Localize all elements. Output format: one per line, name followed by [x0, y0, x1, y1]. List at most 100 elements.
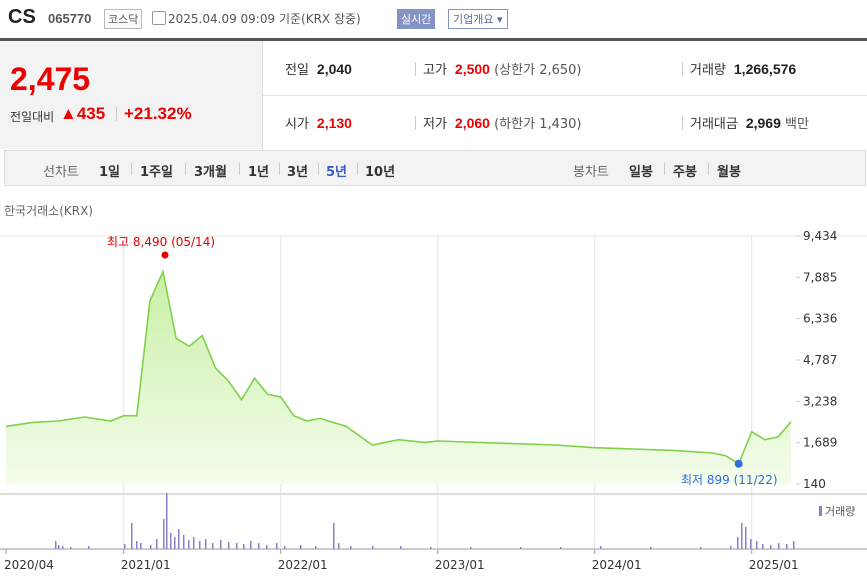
volume-bar — [70, 547, 72, 549]
volume-bar — [650, 547, 652, 549]
x-tick-label: 2025/01 — [749, 558, 799, 572]
low-marker — [734, 459, 743, 468]
tab-1y[interactable]: 1년 — [248, 165, 270, 180]
price-area — [6, 271, 791, 484]
market-badge: 코스닥 — [104, 9, 143, 29]
tab-1w[interactable]: 1주일 — [140, 165, 173, 180]
volume-bar — [786, 544, 788, 549]
x-tick-label: 2022/01 — [278, 558, 328, 572]
x-tick-label: 2021/01 — [121, 558, 171, 572]
volume-bar — [150, 545, 152, 549]
volume-bar — [163, 519, 165, 549]
x-tick-label: 2024/01 — [592, 558, 642, 572]
volume-legend-label: 거래량 — [825, 505, 855, 518]
volume-bar — [756, 541, 758, 549]
volume-bar — [178, 529, 180, 549]
volume-bar — [136, 541, 138, 549]
y-tick-label: 6,336 — [803, 312, 837, 326]
stock-name: CS — [8, 6, 36, 28]
volume-bar — [793, 541, 795, 549]
tab-daily[interactable]: 일봉 — [629, 165, 653, 180]
tab-10y[interactable]: 10년 — [365, 165, 396, 180]
tab-monthly[interactable]: 월봉 — [717, 165, 741, 180]
tab-3m[interactable]: 3개월 — [194, 165, 227, 180]
volume-bar — [700, 547, 702, 549]
volume-bar — [266, 545, 268, 549]
volume-bar — [174, 537, 176, 549]
volume-bar — [372, 546, 374, 549]
volume-bar — [205, 539, 207, 549]
volume-bar — [741, 523, 743, 549]
volume-bar — [140, 543, 142, 549]
day-low: 저가 2,060 (하한가 1,430) — [423, 115, 582, 132]
stock-header: CS 065770 코스닥 2025.04.09 09:09 기준(KRX 장중… — [0, 0, 867, 38]
line-chart-label: 선차트 — [43, 165, 79, 180]
tab-3y[interactable]: 3년 — [287, 165, 309, 180]
volume-bar — [338, 543, 340, 549]
volume-bar — [170, 533, 172, 549]
change-value: ▲435 — [60, 104, 106, 123]
prev-close: 전일 2,040 — [285, 61, 352, 78]
volume-bar — [333, 523, 335, 549]
volume-bar — [243, 544, 245, 549]
y-tick-label: 4,787 — [803, 353, 837, 367]
timestamp: 2025.04.09 09:09 기준(KRX 장중) — [168, 12, 361, 26]
volume-bar — [236, 543, 238, 549]
volume-bar — [188, 540, 190, 549]
change-label: 전일대비 — [10, 110, 55, 124]
stats-row-divider — [263, 95, 867, 96]
volume-bar — [284, 546, 286, 549]
high-marker — [161, 251, 169, 259]
volume-bar — [228, 542, 230, 549]
volume-bar — [745, 527, 747, 549]
volume-bar — [400, 546, 402, 549]
day-high: 고가 2,500 (상한가 2,650) — [423, 61, 582, 78]
volume-bar — [470, 547, 472, 549]
x-tick-label: 2023/01 — [435, 558, 485, 572]
stock-code: 065770 — [48, 11, 92, 26]
low-annotation: 최저 899 (11/22) — [681, 473, 778, 487]
volume-bar — [199, 541, 201, 549]
volume-bar — [183, 535, 185, 549]
y-tick-label: 3,238 — [803, 394, 837, 408]
volume-bar — [315, 546, 317, 549]
high-annotation: 최고 8,490 (05/14) — [107, 235, 215, 249]
trade-value: 거래대금 2,969 백만 — [690, 115, 809, 132]
volume-bar — [520, 547, 522, 549]
header-divider — [0, 38, 867, 41]
volume-bar — [124, 544, 126, 549]
tab-1d[interactable]: 1일 — [99, 165, 121, 180]
y-tick-label: 9,434 — [803, 229, 837, 243]
volume-bar — [258, 543, 260, 549]
volume-bar — [131, 523, 133, 549]
company-overview-button[interactable]: 기업개요 ▾ — [448, 9, 508, 29]
volume-bar — [737, 537, 739, 549]
volume-bar — [220, 540, 222, 549]
volume-bar — [88, 546, 90, 549]
volume-bar — [778, 543, 780, 549]
volume-bar — [250, 541, 252, 549]
volume-bar — [276, 543, 278, 549]
volume-bar — [156, 539, 158, 549]
volume-bar — [770, 545, 772, 549]
y-tick-label: 140 — [803, 477, 826, 491]
quote-stats: 전일 2,040 고가 2,500 (상한가 2,650) 거래량 1,266,576… — [263, 41, 867, 149]
tab-5y[interactable]: 5년 — [326, 165, 348, 180]
volume-bar — [350, 546, 352, 549]
y-tick-label: 1,689 — [803, 436, 837, 450]
volume-bar — [55, 541, 57, 549]
volume-bar — [560, 547, 562, 549]
open-price: 시가 2,130 — [285, 115, 352, 132]
data-source-label: 한국거래소(KRX) — [4, 204, 93, 218]
volume-bar — [166, 493, 168, 549]
volume-bar — [58, 545, 60, 549]
price-box: 2,475 전일대비 ▲435 +21.32% — [0, 41, 263, 149]
volume: 거래량 1,266,576 — [690, 61, 797, 78]
volume-bar — [762, 544, 764, 549]
tab-weekly[interactable]: 주봉 — [673, 165, 697, 180]
realtime-button[interactable]: 실시간 — [397, 9, 436, 29]
candle-chart-label: 봉차트 — [573, 165, 609, 180]
price-line — [5, 268, 792, 465]
volume-legend-swatch — [819, 506, 822, 516]
